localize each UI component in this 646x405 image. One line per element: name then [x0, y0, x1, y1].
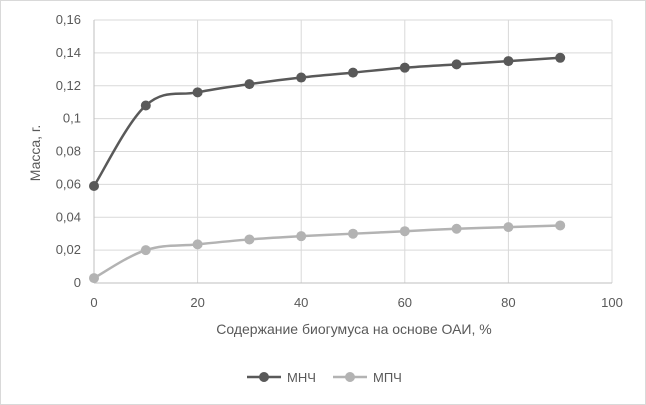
- y-tick-label: 0,1: [63, 111, 81, 126]
- data-point: [244, 79, 255, 90]
- x-tick-label: 0: [90, 295, 97, 310]
- legend-label: МПЧ: [373, 370, 402, 385]
- y-tick-labels: 0 0,02 0,04 0,06 0,08 0,1 0,12 0,14 0,16: [56, 12, 81, 290]
- y-tick-label: 0,04: [56, 209, 81, 224]
- y-tick-label: 0,08: [56, 144, 81, 159]
- x-tick-label: 20: [190, 295, 204, 310]
- data-point: [348, 228, 358, 239]
- series-line: [92, 56, 561, 187]
- x-tick-label: 100: [601, 295, 623, 310]
- x-tick-label: 60: [398, 295, 412, 310]
- data-point: [192, 87, 203, 98]
- legend-marker: [259, 372, 269, 382]
- y-tick-label: 0,02: [56, 242, 81, 257]
- data-point: [451, 223, 462, 234]
- y-tick-label: 0: [74, 275, 81, 290]
- x-tick-label: 40: [294, 295, 308, 310]
- x-tick-label: 80: [501, 295, 515, 310]
- series-2: [89, 220, 566, 284]
- y-tick-label: 0,14: [56, 45, 81, 60]
- y-tick-label: 0,06: [56, 176, 81, 191]
- data-point: [503, 222, 514, 233]
- data-point: [89, 273, 99, 284]
- series-1: [89, 52, 566, 192]
- data-point: [140, 245, 151, 256]
- x-tick-labels: 0 20 40 60 80 100: [90, 295, 622, 310]
- data-point: [140, 100, 151, 111]
- data-point: [451, 59, 462, 70]
- x-axis-title: Содержание биогумуса на основе ОАИ, %: [216, 321, 491, 337]
- data-point: [399, 62, 410, 73]
- series-group: [89, 52, 566, 284]
- data-point: [555, 52, 566, 63]
- data-point: [192, 239, 203, 250]
- axes: [93, 20, 612, 284]
- data-point: [296, 72, 307, 83]
- data-point: [244, 234, 255, 245]
- legend-label: МНЧ: [287, 370, 316, 385]
- data-point: [296, 231, 307, 242]
- data-point: [348, 67, 358, 78]
- data-point: [399, 226, 410, 237]
- data-point: [89, 181, 99, 192]
- series-line: [93, 224, 561, 280]
- y-tick-label: 0,12: [56, 78, 81, 93]
- grid: [94, 19, 613, 283]
- y-tick-label: 0,16: [56, 12, 81, 27]
- y-axis-title: Масса, г.: [27, 125, 43, 181]
- legend: МНЧ МПЧ: [247, 370, 402, 385]
- data-point: [555, 220, 566, 231]
- data-point: [503, 56, 514, 67]
- legend-marker: [345, 372, 355, 382]
